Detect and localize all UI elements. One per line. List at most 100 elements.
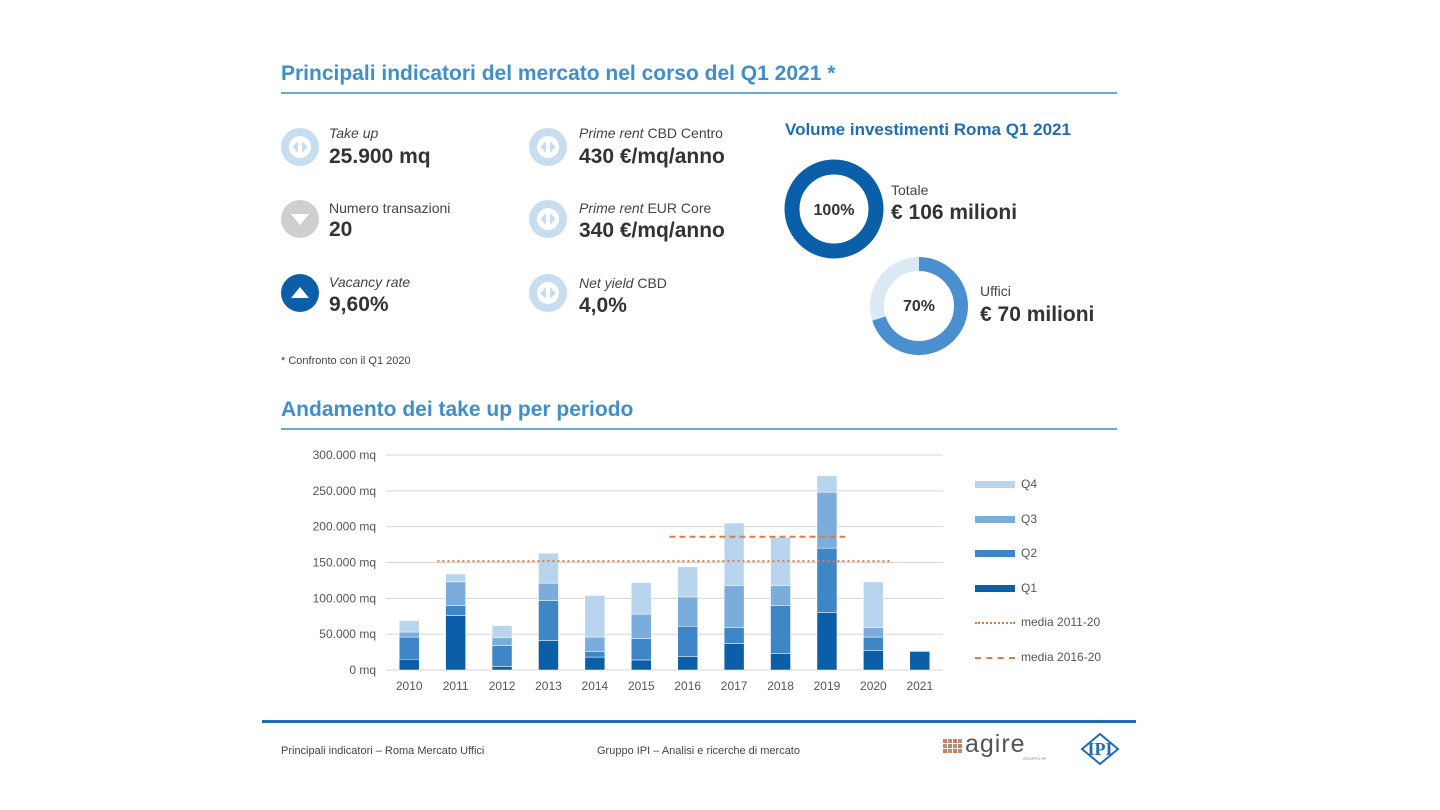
kpi-label-transazioni: Numero transazioni [329, 200, 451, 216]
legend-label: media 2011-20 [1021, 615, 1101, 629]
legend-label: Q1 [1021, 580, 1038, 595]
bar-q2-2020 [863, 636, 884, 651]
bar-q4-2020 [863, 581, 884, 628]
bar-q2-2010 [398, 636, 420, 660]
bar-q3-2019 [816, 492, 838, 549]
legend-swatch [975, 622, 1015, 624]
bar-q3-2011 [445, 581, 466, 606]
stable-arrows-icon [529, 274, 567, 312]
donut-total-value: € 106 milioni [891, 201, 1018, 224]
bar-q3-2016 [677, 596, 698, 627]
bar-q1-2010 [398, 659, 420, 671]
kpi-label-prime-rent-cbd: Prime rent CBD Centro [579, 125, 723, 141]
ipi-wordmark: IPI [1087, 739, 1113, 759]
kpi-value-take-up: 25.900 mq [329, 145, 431, 168]
investments-title: Volume investimenti Roma Q1 2021 [785, 120, 1071, 139]
bar-q3-2010 [398, 631, 420, 638]
donut-total-arc [784, 159, 884, 259]
legend-label: Q3 [1021, 511, 1038, 526]
legend-label: Q4 [1021, 477, 1038, 491]
bar-q3-2018 [770, 585, 791, 606]
bar-q1-2016 [677, 656, 698, 671]
legend-swatch [975, 550, 1015, 557]
x-tick-label: 2017 [721, 679, 748, 693]
donut-total-pct: 100% [814, 202, 855, 219]
bar-q4-2019 [816, 475, 838, 493]
bar-q3-2012 [491, 637, 513, 646]
bar-q4-2016 [677, 566, 698, 598]
bar-q3-2017 [723, 585, 745, 628]
agire-wordmark: agire [965, 730, 1026, 758]
footnote: * Confronto con il Q1 2020 [281, 355, 411, 367]
donut-total: 100% [784, 159, 884, 259]
down-triangle-icon [281, 200, 319, 238]
bar-q1-2013 [538, 640, 559, 671]
agire-logo: agire GRUPPO IPI [943, 730, 1053, 762]
bar-q3-2013 [538, 583, 559, 601]
bar-q2-2012 [491, 645, 513, 667]
page-title: Principali indicatori del mercato nel co… [281, 62, 836, 85]
legend-item: Q4 [975, 475, 1135, 495]
bar-q3-2015 [631, 613, 652, 639]
donut-offices: 70% [870, 257, 968, 355]
donut-total-label: Totale [891, 182, 929, 198]
bar-q1-2012 [491, 666, 513, 671]
footer-center: Gruppo IPI – Analisi e ricerche di merca… [597, 745, 800, 757]
bar-q3-2014 [584, 636, 606, 652]
chart-legend: Q4 Q3 Q2 Q1 media 2011-20 media 2016-20 [975, 475, 1135, 675]
x-tick-label: 2014 [582, 679, 609, 693]
kpi-value-prime-rent-eur: 340 €/mq/anno [579, 219, 725, 242]
legend-label: media 2016-20 [1021, 649, 1102, 664]
y-tick-label: 50.000 mq [319, 627, 376, 641]
footer-left: Principali indicatori – Roma Mercato Uff… [281, 745, 485, 757]
bar-q1-2017 [723, 643, 745, 671]
bar-q2-2013 [538, 600, 559, 641]
x-tick-label: 2012 [489, 679, 516, 693]
kpi-value-net-yield: 4,0% [579, 294, 627, 317]
bar-q1-2019 [816, 612, 838, 671]
agire-subtitle: GRUPPO IPI [1023, 756, 1047, 761]
donut-offices-label: Uffici [980, 283, 1011, 299]
takeup-chart: 300.000 mq 250.000 mq 200.000 mq 150.000 mq… [313, 448, 943, 693]
bar-q1-2015 [631, 659, 652, 671]
kpi-value-transazioni: 20 [329, 218, 353, 241]
bar-q4-2014 [584, 595, 606, 638]
stable-arrows-icon [529, 200, 567, 238]
stable-arrows-icon [281, 128, 319, 166]
x-tick-label: 2019 [814, 679, 841, 693]
legend-swatch [975, 515, 1015, 523]
y-tick-label: 200.000 mq [313, 520, 376, 534]
title-divider [281, 92, 1117, 94]
legend-item: Q2 [975, 544, 1135, 564]
y-tick-label: 0 mq [349, 663, 376, 677]
x-tick-label: 2010 [396, 679, 423, 693]
bar-q2-2018 [770, 605, 791, 654]
legend-swatch [975, 584, 1015, 592]
legend-item: media 2016-20 [975, 648, 1135, 668]
donut-offices-pct: 70% [903, 298, 935, 315]
legend-item: media 2011-20 [975, 613, 1135, 633]
ipi-logo: IPI [1080, 733, 1120, 765]
x-tick-label: 2021 [906, 679, 933, 693]
x-tick-label: 2013 [535, 679, 562, 693]
bar-q2-2015 [631, 638, 652, 661]
chart-title: Andamento dei take up per periodo [281, 398, 634, 421]
bar-q4-2013 [538, 552, 559, 584]
bar-q4-2017 [723, 522, 745, 586]
bar-q4-2011 [445, 573, 466, 583]
bar-q4-2015 [631, 582, 652, 615]
bar-q4-2012 [491, 625, 513, 638]
kpi-label-take-up: Take up [329, 125, 379, 141]
y-tick-label: 100.000 mq [313, 591, 376, 605]
y-tick-label: 150.000 mq [313, 556, 376, 570]
donut-offices-arc [870, 257, 968, 355]
bar-q1-2021 [909, 651, 931, 671]
x-tick-label: 2018 [767, 679, 794, 693]
y-tick-label: 300.000 mq [313, 448, 376, 462]
legend-swatch [975, 656, 1015, 659]
kpi-value-vacancy: 9,60% [329, 293, 389, 316]
bar-q1-2020 [863, 650, 884, 671]
bar-q2-2019 [816, 547, 838, 613]
bar-q2-2017 [723, 627, 745, 644]
x-tick-label: 2016 [674, 679, 701, 693]
